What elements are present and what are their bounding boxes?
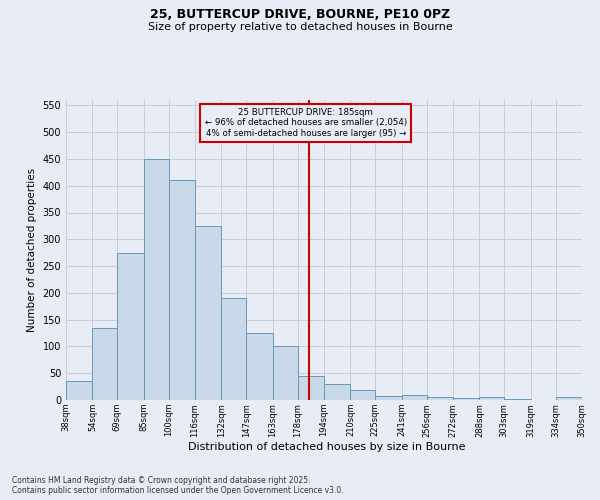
Bar <box>92 328 117 400</box>
Bar <box>221 298 246 400</box>
Bar <box>246 333 273 400</box>
Bar <box>504 399 531 400</box>
Y-axis label: Number of detached properties: Number of detached properties <box>27 168 37 332</box>
Bar <box>66 381 92 400</box>
Bar <box>169 180 195 400</box>
Bar <box>273 346 298 400</box>
Text: Size of property relative to detached houses in Bourne: Size of property relative to detached ho… <box>148 22 452 32</box>
Bar <box>402 394 427 400</box>
Text: Contains HM Land Registry data © Crown copyright and database right 2025.
Contai: Contains HM Land Registry data © Crown c… <box>12 476 344 495</box>
Bar <box>195 226 221 400</box>
Text: Distribution of detached houses by size in Bourne: Distribution of detached houses by size … <box>188 442 466 452</box>
Bar <box>350 390 375 400</box>
Text: 25, BUTTERCUP DRIVE, BOURNE, PE10 0PZ: 25, BUTTERCUP DRIVE, BOURNE, PE10 0PZ <box>150 8 450 20</box>
Bar <box>298 376 324 400</box>
Bar <box>117 252 144 400</box>
Bar <box>479 398 504 400</box>
Text: 25 BUTTERCUP DRIVE: 185sqm
← 96% of detached houses are smaller (2,054)
4% of se: 25 BUTTERCUP DRIVE: 185sqm ← 96% of deta… <box>205 108 407 138</box>
Bar <box>375 396 402 400</box>
Bar <box>453 398 479 400</box>
Bar <box>556 397 582 400</box>
Bar <box>427 398 453 400</box>
Bar <box>324 384 350 400</box>
Bar <box>144 159 169 400</box>
